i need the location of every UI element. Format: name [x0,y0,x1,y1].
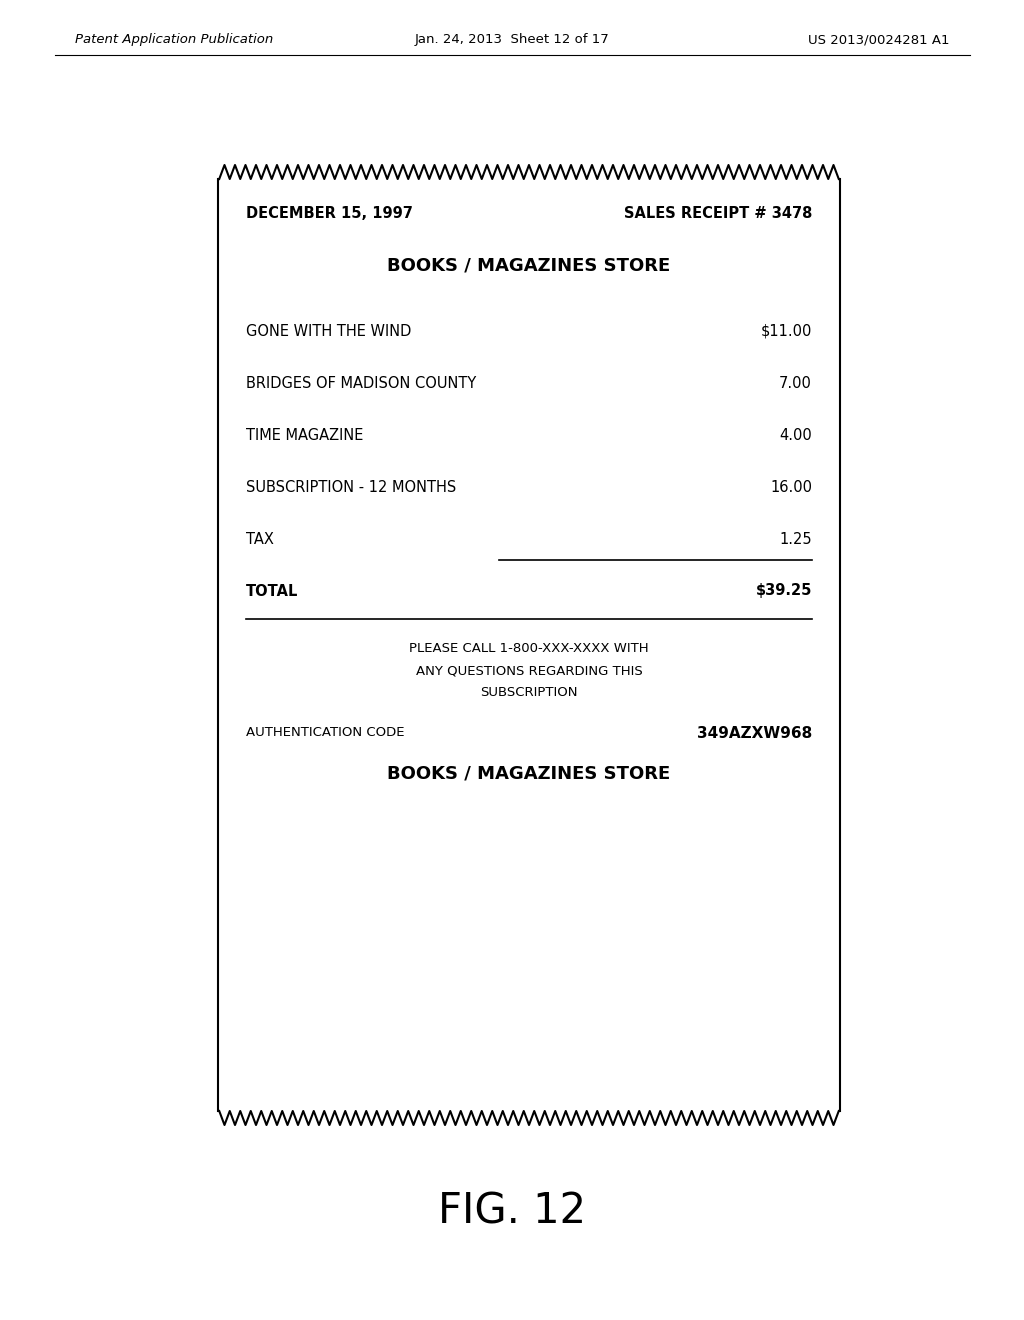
Text: BOOKS / MAGAZINES STORE: BOOKS / MAGAZINES STORE [387,257,671,275]
Text: SALES RECEIPT # 3478: SALES RECEIPT # 3478 [624,206,812,222]
Text: 16.00: 16.00 [770,479,812,495]
Text: FIG. 12: FIG. 12 [438,1191,586,1233]
Text: TOTAL: TOTAL [246,583,298,598]
Text: TAX: TAX [246,532,273,546]
Text: BOOKS / MAGAZINES STORE: BOOKS / MAGAZINES STORE [387,764,671,781]
Text: SUBSCRIPTION: SUBSCRIPTION [480,686,578,700]
Text: PLEASE CALL 1-800-XXX-XXXX WITH: PLEASE CALL 1-800-XXX-XXXX WITH [410,643,649,656]
Text: 7.00: 7.00 [779,375,812,391]
Text: AUTHENTICATION CODE: AUTHENTICATION CODE [246,726,404,739]
Text: 349AZXW968: 349AZXW968 [696,726,812,741]
Text: GONE WITH THE WIND: GONE WITH THE WIND [246,323,412,338]
Text: DECEMBER 15, 1997: DECEMBER 15, 1997 [246,206,413,222]
Text: $39.25: $39.25 [756,583,812,598]
Text: Patent Application Publication: Patent Application Publication [75,33,273,46]
Text: TIME MAGAZINE: TIME MAGAZINE [246,428,364,442]
Text: 4.00: 4.00 [779,428,812,442]
Text: 1.25: 1.25 [779,532,812,546]
Text: SUBSCRIPTION - 12 MONTHS: SUBSCRIPTION - 12 MONTHS [246,479,457,495]
Text: US 2013/0024281 A1: US 2013/0024281 A1 [809,33,950,46]
Text: Jan. 24, 2013  Sheet 12 of 17: Jan. 24, 2013 Sheet 12 of 17 [415,33,609,46]
Text: $11.00: $11.00 [761,323,812,338]
Text: ANY QUESTIONS REGARDING THIS: ANY QUESTIONS REGARDING THIS [416,664,642,677]
Text: BRIDGES OF MADISON COUNTY: BRIDGES OF MADISON COUNTY [246,375,476,391]
